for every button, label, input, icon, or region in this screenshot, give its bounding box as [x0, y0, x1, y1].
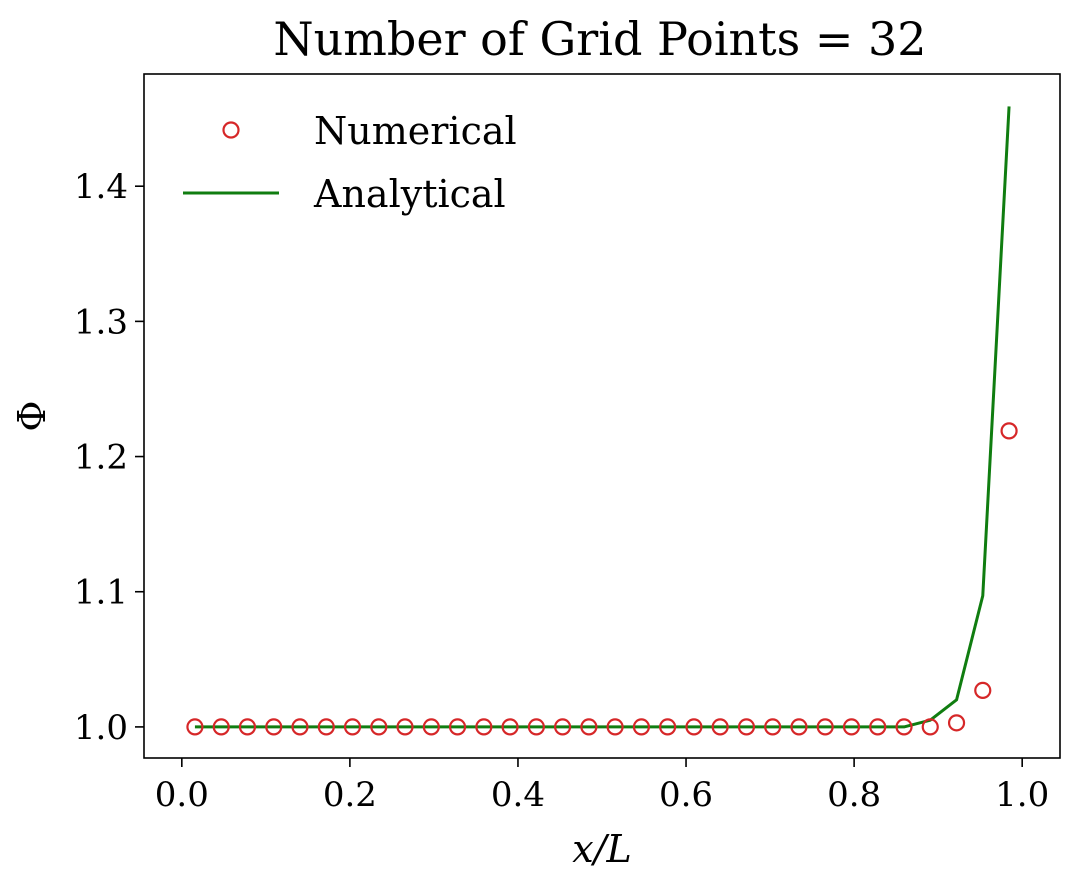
x-tick-label: 0.2: [323, 775, 377, 815]
chart-title: Number of Grid Points = 32: [273, 12, 926, 66]
numerical-point: [238, 718, 257, 736]
numerical-point: [448, 718, 467, 736]
numerical-point: [265, 718, 283, 736]
numerical-point: [737, 718, 756, 736]
numerical-point: [711, 718, 729, 736]
numerical-point: [396, 718, 414, 736]
numerical-point: [501, 718, 519, 736]
series-numerical: [186, 422, 1018, 736]
y-tick-label: 1.3: [74, 302, 128, 342]
numerical-point: [921, 718, 939, 736]
numerical-point: [343, 718, 362, 736]
numerical-point: [422, 718, 440, 736]
numerical-point: [974, 681, 992, 700]
y-tick-label: 1.2: [74, 438, 128, 478]
y-axis-ticks: 1.0 1.1 1.2 1.3 1.4: [74, 167, 144, 748]
numerical-point: [869, 718, 887, 736]
numerical-point: [291, 718, 309, 736]
y-tick-label: 1.0: [74, 708, 128, 748]
legend-label-numerical: Numerical: [314, 109, 517, 153]
numerical-point: [186, 718, 204, 736]
x-tick-label: 1.0: [995, 775, 1049, 815]
x-axis-label: x/L: [572, 827, 631, 871]
numerical-point: [527, 718, 545, 736]
numerical-point: [475, 718, 493, 736]
x-tick-label: 0.4: [491, 775, 545, 815]
numerical-point: [842, 718, 861, 736]
numerical-point: [816, 718, 834, 736]
numerical-point: [895, 718, 913, 736]
numerical-point: [947, 714, 966, 732]
y-axis-label: Φ: [10, 400, 54, 431]
y-tick-label: 1.4: [74, 167, 128, 207]
numerical-point: [632, 718, 651, 736]
numerical-point: [659, 718, 677, 736]
plot-area: [143, 73, 1061, 759]
numerical-point: [1000, 422, 1018, 440]
y-tick-label: 1.1: [74, 573, 128, 613]
numerical-point: [606, 718, 624, 736]
numerical-point: [317, 718, 335, 736]
x-tick-label: 0.6: [659, 775, 713, 815]
x-axis-ticks: 0.0 0.2 0.4 0.6 0.8 1.0: [155, 758, 1049, 815]
numerical-point: [685, 718, 703, 736]
numerical-point: [764, 718, 782, 736]
plot-frame: [143, 73, 1061, 759]
x-tick-label: 0.8: [827, 775, 881, 815]
numerical-point: [790, 718, 808, 736]
numerical-point: [580, 718, 598, 736]
numerical-point: [370, 718, 388, 736]
legend-marker-numerical: [222, 121, 240, 139]
numerical-point: [212, 718, 230, 736]
x-tick-label: 0.0: [155, 775, 209, 815]
numerical-point: [553, 718, 572, 736]
legend-label-analytical: Analytical: [313, 172, 506, 216]
legend: Numerical Analytical: [183, 109, 517, 216]
analytical-line: [194, 106, 1011, 729]
series-analytical: [194, 106, 1011, 729]
